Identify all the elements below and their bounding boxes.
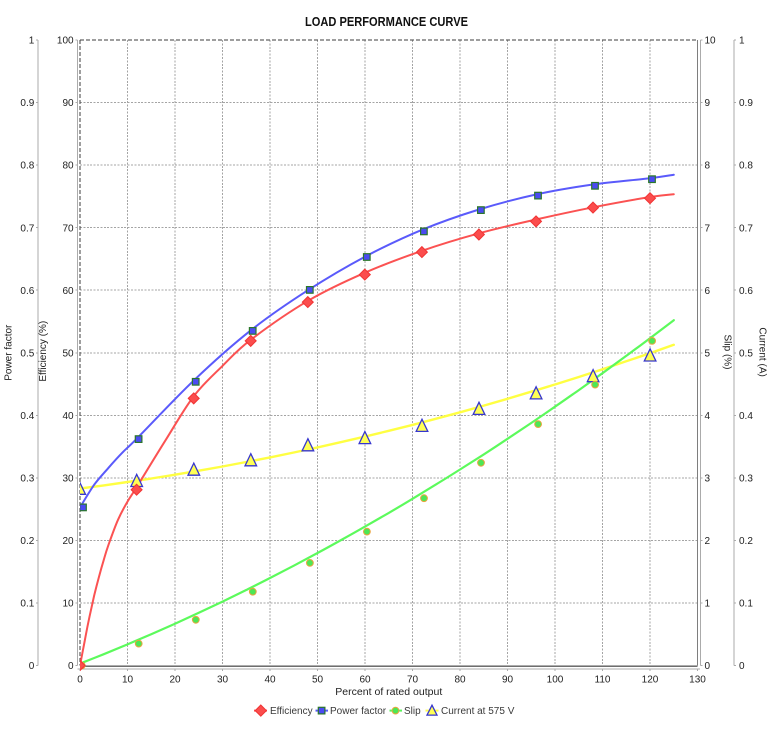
svg-text:0.6: 0.6 bbox=[20, 286, 34, 297]
svg-text:0.5: 0.5 bbox=[739, 348, 753, 359]
svg-text:0.8: 0.8 bbox=[20, 161, 34, 172]
svg-text:80: 80 bbox=[454, 675, 466, 686]
svg-text:10: 10 bbox=[122, 675, 134, 686]
svg-text:Slip: Slip bbox=[404, 706, 421, 717]
svg-text:10: 10 bbox=[62, 599, 74, 610]
svg-text:Power factor: Power factor bbox=[330, 706, 387, 717]
svg-text:Current at 575 V: Current at 575 V bbox=[441, 706, 515, 717]
svg-text:Percent of rated output: Percent of rated output bbox=[335, 687, 442, 698]
svg-text:130: 130 bbox=[689, 675, 706, 686]
svg-text:5: 5 bbox=[705, 348, 711, 359]
svg-text:60: 60 bbox=[359, 675, 371, 686]
svg-text:0.2: 0.2 bbox=[739, 536, 753, 547]
svg-text:0.4: 0.4 bbox=[20, 411, 34, 422]
svg-text:0.3: 0.3 bbox=[739, 474, 753, 485]
svg-text:Efficiency: Efficiency bbox=[270, 706, 313, 717]
svg-text:Efficiency (%): Efficiency (%) bbox=[38, 321, 49, 382]
svg-text:110: 110 bbox=[595, 675, 611, 686]
svg-text:30: 30 bbox=[62, 474, 74, 485]
svg-text:0.3: 0.3 bbox=[20, 474, 34, 485]
svg-text:100: 100 bbox=[57, 36, 74, 47]
svg-text:0.9: 0.9 bbox=[739, 98, 753, 109]
svg-text:0: 0 bbox=[739, 661, 745, 672]
svg-text:50: 50 bbox=[312, 675, 324, 686]
svg-text:9: 9 bbox=[705, 98, 711, 109]
svg-text:1: 1 bbox=[29, 36, 35, 47]
svg-text:2: 2 bbox=[705, 536, 711, 547]
svg-text:0.5: 0.5 bbox=[20, 348, 34, 359]
svg-text:Power factor: Power factor bbox=[3, 324, 14, 381]
svg-text:90: 90 bbox=[502, 675, 514, 686]
svg-text:0: 0 bbox=[705, 661, 711, 672]
svg-text:Current (A): Current (A) bbox=[757, 327, 768, 376]
svg-text:0.4: 0.4 bbox=[739, 411, 753, 422]
svg-text:1: 1 bbox=[705, 599, 711, 610]
svg-text:0.7: 0.7 bbox=[20, 223, 34, 234]
svg-text:7: 7 bbox=[705, 223, 711, 234]
svg-text:10: 10 bbox=[705, 36, 717, 47]
svg-text:40: 40 bbox=[62, 411, 74, 422]
svg-text:0.8: 0.8 bbox=[739, 161, 753, 172]
svg-text:100: 100 bbox=[547, 675, 564, 686]
svg-text:0.1: 0.1 bbox=[739, 599, 753, 610]
svg-text:70: 70 bbox=[62, 223, 74, 234]
svg-text:50: 50 bbox=[62, 348, 74, 359]
svg-text:0.7: 0.7 bbox=[739, 223, 753, 234]
svg-text:6: 6 bbox=[705, 286, 711, 297]
svg-text:3: 3 bbox=[705, 474, 711, 485]
svg-text:0.6: 0.6 bbox=[739, 286, 753, 297]
svg-text:70: 70 bbox=[407, 675, 419, 686]
svg-text:1: 1 bbox=[739, 36, 745, 47]
svg-text:0: 0 bbox=[29, 661, 35, 672]
svg-text:40: 40 bbox=[264, 675, 276, 686]
svg-text:LOAD PERFORMANCE CURVE: LOAD PERFORMANCE CURVE bbox=[305, 14, 468, 29]
svg-text:20: 20 bbox=[169, 675, 181, 686]
svg-text:20: 20 bbox=[62, 536, 74, 547]
svg-text:0: 0 bbox=[68, 661, 74, 672]
svg-text:0: 0 bbox=[77, 675, 83, 686]
svg-text:120: 120 bbox=[642, 675, 659, 686]
svg-text:8: 8 bbox=[705, 161, 711, 172]
svg-text:0.1: 0.1 bbox=[20, 599, 34, 610]
svg-text:0.2: 0.2 bbox=[20, 536, 34, 547]
svg-text:4: 4 bbox=[705, 411, 711, 422]
svg-text:80: 80 bbox=[62, 161, 74, 172]
svg-text:60: 60 bbox=[62, 286, 74, 297]
svg-text:Slip (%): Slip (%) bbox=[722, 334, 733, 369]
svg-text:90: 90 bbox=[62, 98, 74, 109]
svg-text:0.9: 0.9 bbox=[20, 98, 34, 109]
svg-text:30: 30 bbox=[217, 675, 229, 686]
